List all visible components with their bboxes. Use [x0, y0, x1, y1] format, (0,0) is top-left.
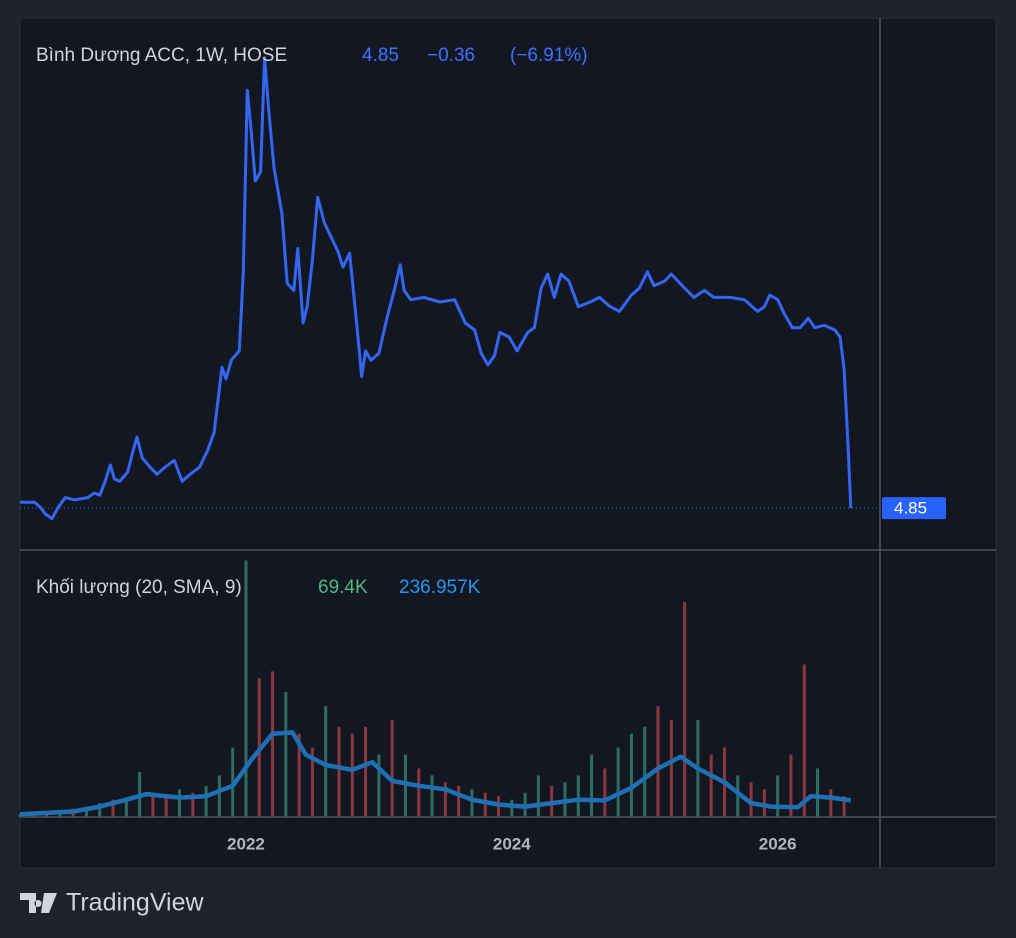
volume-bar — [616, 747, 620, 817]
volume-bar — [98, 803, 102, 817]
volume-bar — [709, 754, 713, 817]
volume-bar — [576, 775, 580, 817]
volume-bar — [430, 775, 434, 817]
change: −0.36 — [427, 45, 475, 66]
volume-bar — [762, 789, 766, 817]
chart-panel — [19, 17, 997, 869]
volume-bar — [297, 733, 301, 817]
volume-bar — [271, 671, 275, 817]
volume-bar — [18, 814, 22, 817]
last-price-label: 4.85 — [894, 499, 927, 518]
logo-icon — [20, 893, 57, 913]
volume-bar — [802, 664, 806, 817]
volume-bar — [377, 754, 381, 817]
volume-bar — [643, 726, 647, 817]
brand: TradingView — [66, 889, 205, 917]
volume-bar — [111, 799, 115, 817]
volume-bar — [629, 733, 633, 817]
volume-bar — [204, 785, 208, 817]
volume-bar — [683, 602, 687, 817]
volume-bar — [164, 796, 168, 817]
volume-bar — [244, 560, 248, 817]
marks-layer — [18, 56, 880, 817]
volume-bar — [603, 768, 607, 817]
volume-bar — [457, 785, 461, 817]
volume-bar — [776, 775, 780, 817]
price-line — [20, 56, 853, 521]
volume-bar — [337, 726, 341, 817]
volume-bar — [390, 719, 394, 817]
volume-last: 69.4K — [318, 577, 368, 598]
labels-layer: 4.85 2022 2024 2026 — [227, 497, 946, 853]
sma-last: 236.957K — [399, 577, 481, 598]
x-tick-label: 2024 — [493, 834, 531, 853]
volume-bar — [403, 754, 407, 817]
sma-line — [19, 730, 852, 817]
volume-bar — [669, 719, 673, 817]
volume-bar — [829, 789, 833, 817]
x-tick-label: 2026 — [759, 834, 797, 853]
change-percent: (−6.91%) — [510, 45, 588, 66]
volume-bar — [217, 775, 221, 817]
volume-bar — [443, 782, 447, 817]
last-close: 4.85 — [362, 45, 399, 66]
volume-title: Khối lượng (20, SMA, 9) — [36, 577, 242, 598]
x-tick-label: 2022 — [227, 834, 265, 853]
volume-bar — [284, 692, 288, 817]
volume-bar — [310, 747, 314, 817]
volume-bar — [417, 768, 421, 817]
volume-bar — [470, 789, 474, 817]
volume-bar — [749, 782, 753, 817]
volume-bar — [536, 775, 540, 817]
last-price-badge — [882, 497, 946, 520]
volume-bar — [350, 733, 354, 817]
volume-bar — [590, 754, 594, 817]
volume-bar — [510, 799, 514, 817]
volume-bar — [124, 797, 128, 817]
logo: TradingView — [20, 889, 205, 917]
volume-bar — [324, 706, 328, 817]
volume-bar — [364, 726, 368, 817]
volume-bar — [178, 789, 182, 817]
volume-bar — [84, 806, 88, 817]
volume-bar — [789, 754, 793, 817]
volume-bar — [736, 775, 740, 817]
volume-bar — [151, 792, 155, 817]
volume-bar — [816, 768, 820, 817]
symbol-title: Bình Dương ACC, 1W, HOSE — [36, 45, 287, 66]
volume-bar — [483, 792, 487, 817]
volume-bar — [842, 796, 846, 817]
volume-bar — [656, 706, 660, 817]
volume-bar — [191, 792, 195, 817]
